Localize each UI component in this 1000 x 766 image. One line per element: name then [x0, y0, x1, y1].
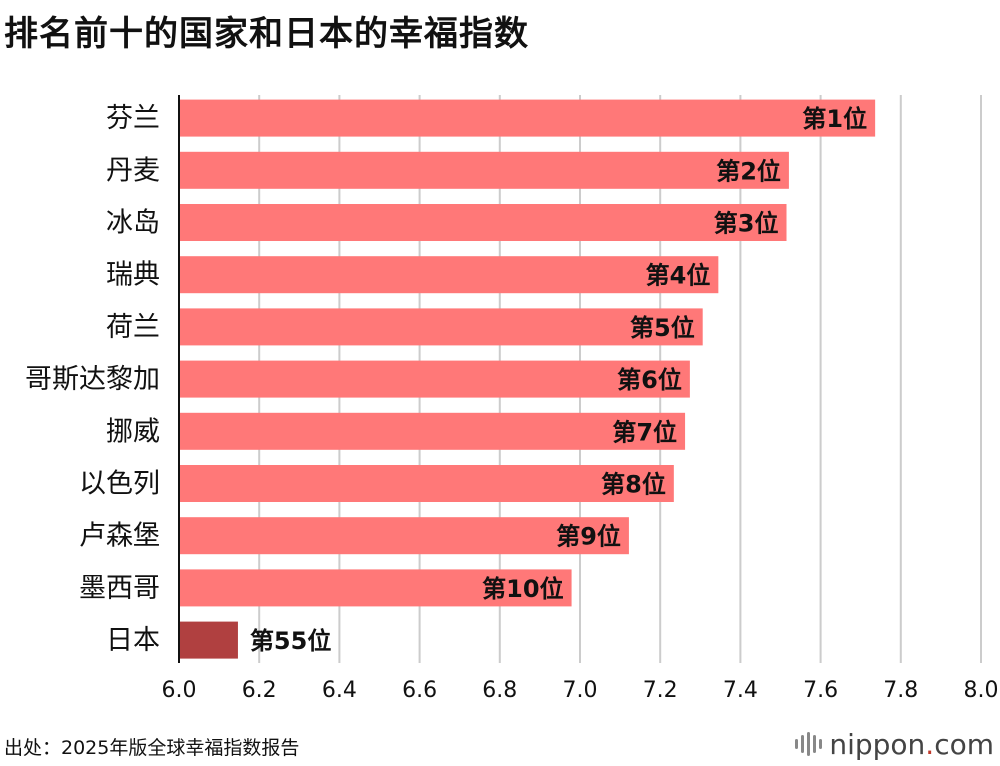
category-label: 墨西哥 — [79, 573, 160, 604]
x-tick-label: 6.0 — [162, 678, 197, 703]
x-tick-label: 6.6 — [402, 678, 437, 703]
x-tick-label: 7.8 — [883, 678, 918, 703]
x-tick-label: 7.2 — [643, 678, 678, 703]
bar-9 — [179, 569, 572, 607]
data-label: 第3位 — [714, 210, 779, 238]
x-tick-label: 7.4 — [723, 678, 758, 703]
data-label: 第10位 — [482, 575, 563, 603]
x-tick-label: 7.6 — [803, 678, 838, 703]
bars — [179, 99, 876, 659]
bar-5 — [179, 360, 690, 398]
logo-suffix: com — [934, 727, 994, 761]
chart-title: 排名前十的国家和日本的幸福指数 — [4, 14, 529, 54]
bar-1 — [179, 151, 789, 189]
data-label: 第2位 — [716, 157, 781, 185]
category-label: 以色列 — [79, 469, 160, 500]
data-label: 第7位 — [612, 418, 677, 446]
bar-8 — [179, 517, 629, 555]
logo-name: nippon — [829, 727, 926, 761]
category-label: 哥斯达黎加 — [25, 364, 160, 395]
category-label: 冰岛 — [106, 208, 160, 239]
data-label: 第1位 — [802, 105, 867, 133]
bar-3 — [179, 256, 719, 294]
x-tick-labels: 6.0 6.2 6.4 6.6 6.8 7.0 7.2 7.4 7.6 7.8 8.0 — [162, 678, 999, 703]
x-tick-label: 6.2 — [242, 678, 277, 703]
logo-text: nippon.com — [829, 728, 994, 761]
bar-6 — [179, 412, 686, 450]
data-label: 第8位 — [601, 471, 666, 499]
category-label: 挪威 — [106, 416, 160, 447]
nippon-logo: nippon.com — [793, 726, 994, 762]
category-label: 瑞典 — [106, 260, 160, 291]
logo-dot: . — [925, 727, 935, 761]
data-label: 第9位 — [556, 523, 621, 551]
bar-0 — [179, 99, 876, 137]
category-label: 日本 — [106, 625, 160, 656]
bar-7 — [179, 465, 674, 502]
category-label: 丹麦 — [106, 155, 160, 186]
bar-4 — [179, 308, 703, 346]
data-label: 第6位 — [617, 366, 682, 394]
category-label: 芬兰 — [106, 103, 160, 134]
nippon-waves-icon — [795, 732, 823, 756]
data-label: 第4位 — [646, 262, 711, 290]
bar-10 — [179, 621, 238, 659]
source-note: 出处：2025年版全球幸福指数报告 — [4, 737, 300, 759]
data-label: 第55位 — [250, 627, 331, 655]
x-tick-label: 6.8 — [482, 678, 517, 703]
category-label: 荷兰 — [106, 312, 160, 343]
x-tick-label: 7.0 — [563, 678, 598, 703]
x-tick-label: 8.0 — [964, 678, 999, 703]
x-tick-label: 6.4 — [322, 678, 357, 703]
data-label: 第5位 — [630, 314, 695, 342]
bar-2 — [179, 204, 787, 241]
category-label: 卢森堡 — [79, 521, 160, 552]
